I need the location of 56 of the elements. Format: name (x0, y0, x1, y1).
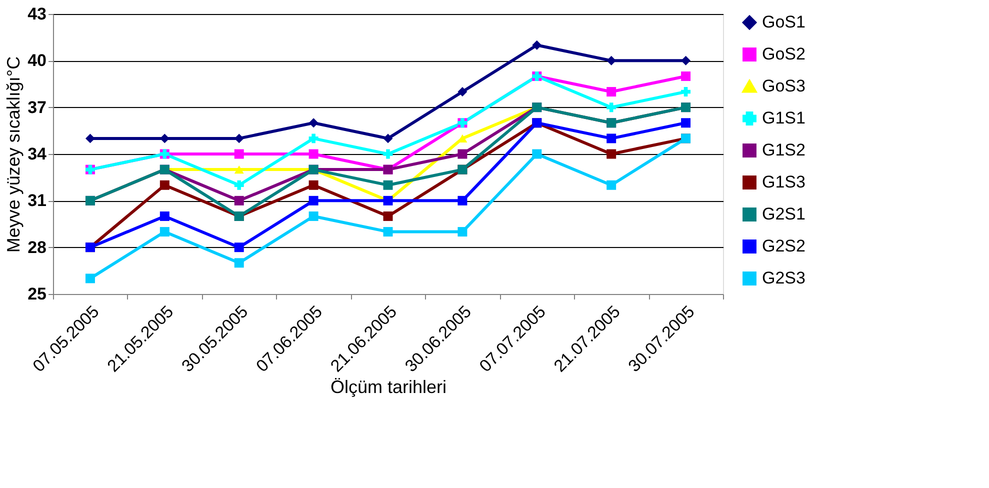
point (383, 180, 393, 190)
y-tick-label: 25 (28, 284, 46, 304)
legend-label: GoS3 (762, 76, 806, 96)
y-tick-label: 28 (28, 238, 46, 257)
y-tick-label: 31 (28, 191, 46, 210)
y-axis-title: Meyve yüzey sıcaklığı°C (4, 56, 24, 253)
point (681, 56, 691, 66)
point (234, 242, 244, 252)
point (308, 134, 318, 144)
point (606, 87, 616, 97)
point (308, 118, 318, 128)
point (308, 149, 318, 159)
point (458, 196, 468, 206)
legend-label: G2S3 (762, 268, 806, 288)
legend-label: GoS1 (762, 12, 806, 32)
legend-label: G1S3 (762, 172, 806, 192)
point (85, 134, 95, 144)
point (383, 149, 393, 159)
legend-label: G2S1 (762, 204, 806, 224)
point (160, 227, 170, 237)
point (532, 149, 542, 159)
legend-label: G2S2 (762, 236, 806, 256)
point (85, 274, 95, 284)
point (308, 180, 318, 190)
point (160, 180, 170, 190)
point (606, 134, 616, 144)
legend-label: GoS2 (762, 44, 806, 64)
y-tick-label: 40 (28, 51, 46, 70)
point (606, 149, 616, 159)
point (160, 211, 170, 221)
point (308, 196, 318, 206)
y-tick-label: 34 (28, 144, 48, 164)
point (234, 180, 244, 190)
y-tick-label: 37 (28, 98, 46, 117)
point (681, 71, 691, 81)
point (532, 40, 542, 50)
point (383, 211, 393, 221)
point (234, 149, 244, 159)
point (234, 196, 244, 206)
point (383, 227, 393, 237)
x-axis-title: Ölçüm tarihleri (330, 376, 447, 397)
point (458, 149, 468, 159)
point (458, 87, 468, 97)
legend-label: G1S2 (762, 140, 806, 160)
point (383, 134, 393, 144)
point (681, 118, 691, 128)
legend-label: G1S1 (762, 108, 806, 128)
point (606, 56, 616, 66)
point (606, 102, 616, 112)
point (606, 180, 616, 190)
y-tick-label: 43 (28, 4, 46, 24)
point (308, 211, 318, 221)
point (234, 258, 244, 268)
point (458, 227, 468, 237)
point (681, 87, 691, 97)
point (234, 134, 244, 144)
